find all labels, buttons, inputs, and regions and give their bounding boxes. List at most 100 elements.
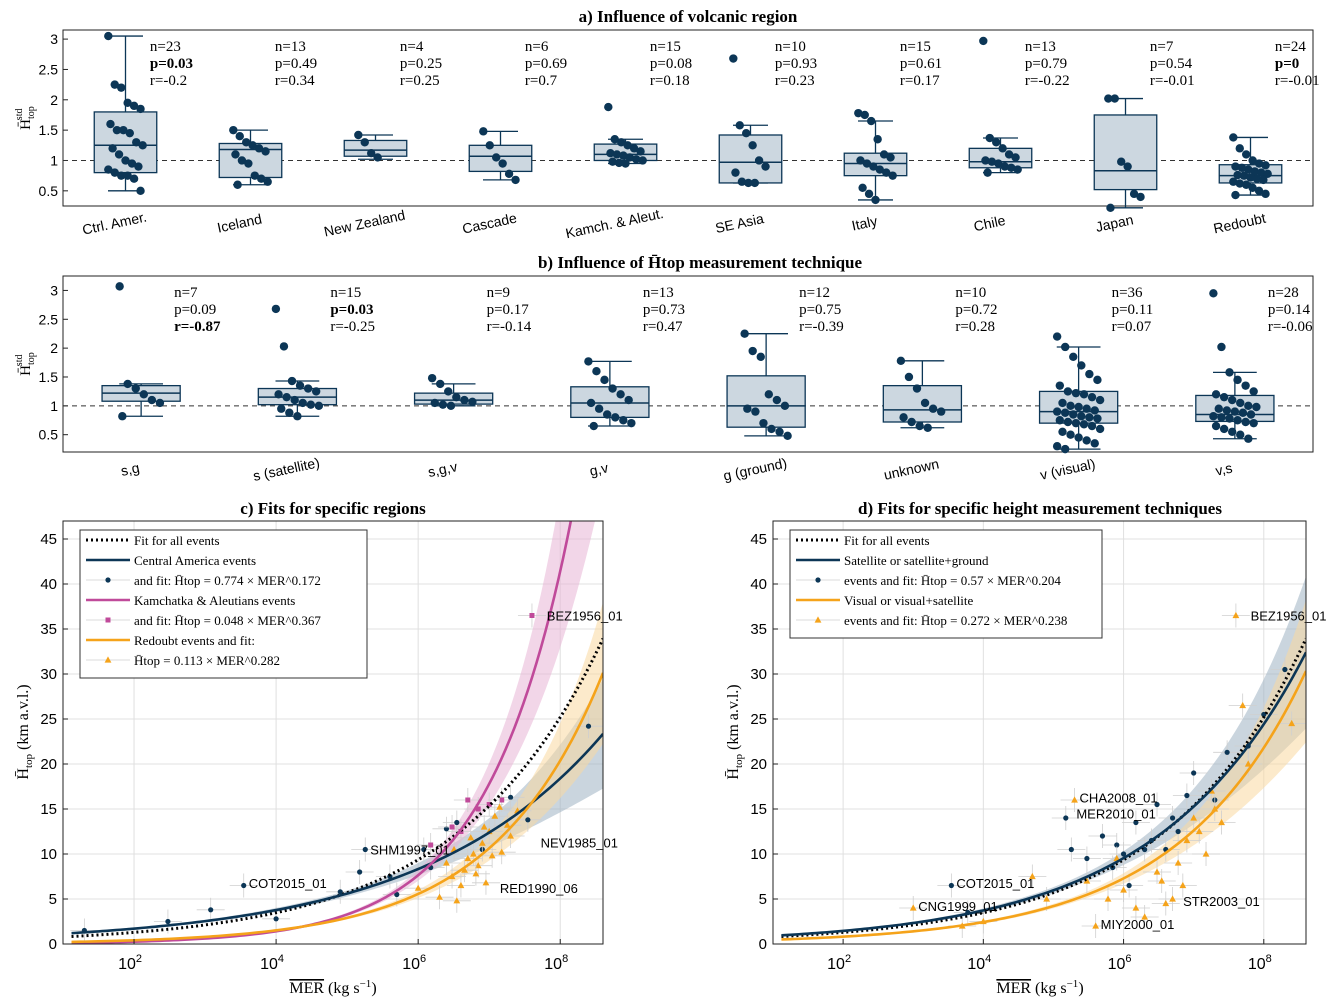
ytick-label: 40 xyxy=(40,576,57,593)
data-point xyxy=(748,346,757,356)
data-point xyxy=(879,150,889,159)
xtick-base: 10 xyxy=(1108,956,1126,973)
data-point xyxy=(987,157,997,166)
data-point xyxy=(780,401,790,411)
stat-p: p=0.93 xyxy=(775,56,817,72)
data-point xyxy=(1136,192,1145,202)
data-point xyxy=(1254,186,1264,196)
data-point xyxy=(485,141,494,150)
data-point xyxy=(1219,424,1229,434)
ytick-label: 2 xyxy=(50,340,58,356)
ytick-label: 0 xyxy=(49,936,57,953)
data-point xyxy=(293,412,302,421)
stat-n: n=13 xyxy=(1025,39,1056,55)
panel-d-frame xyxy=(772,520,1307,945)
stat-r: r=-0.2 xyxy=(150,73,187,89)
data-point-triangle xyxy=(1195,827,1203,835)
data-point xyxy=(274,390,283,399)
data-point xyxy=(751,407,760,416)
data-point-triangle xyxy=(814,616,822,623)
data-point xyxy=(584,357,593,366)
data-point xyxy=(498,159,507,168)
data-point-triangle xyxy=(464,854,472,862)
data-point xyxy=(114,150,124,159)
legend-label: events and fit: H̄top = 0.57 × MER^0.204 xyxy=(844,573,1061,588)
data-point xyxy=(1085,413,1094,422)
stat-p: p=0.08 xyxy=(650,56,692,72)
data-point xyxy=(775,427,784,437)
data-point xyxy=(1254,159,1264,168)
stat-p: p=0.03 xyxy=(150,56,193,72)
point-annotation: COT2015_01 xyxy=(249,876,327,891)
data-point-triangle xyxy=(1244,760,1252,767)
data-point xyxy=(1117,157,1126,166)
stat-r: r=-0.01 xyxy=(1275,73,1320,89)
data-point xyxy=(761,162,770,171)
data-point xyxy=(285,408,294,417)
box-iqr xyxy=(1093,114,1158,191)
data-point-dot xyxy=(815,577,821,583)
data-point xyxy=(231,150,240,159)
data-point xyxy=(1217,342,1226,352)
xtick-label: unknown xyxy=(882,455,940,482)
data-point xyxy=(856,156,865,165)
data-point-triangle xyxy=(1202,850,1210,857)
data-point xyxy=(1077,361,1086,370)
ytick-label: 3 xyxy=(50,31,58,47)
data-point xyxy=(621,159,630,168)
stat-n: n=4 xyxy=(400,39,424,55)
data-point-dot xyxy=(507,794,514,800)
data-point-triangle xyxy=(453,897,461,904)
data-point xyxy=(592,367,601,376)
data-point xyxy=(117,83,126,92)
data-point-triangle xyxy=(1239,701,1247,709)
data-point xyxy=(1257,168,1266,177)
data-point-dot xyxy=(1084,855,1090,862)
xtick-label: v,s xyxy=(1214,460,1234,479)
data-point xyxy=(1063,387,1073,396)
data-point xyxy=(1246,410,1256,419)
ytick-label: 20 xyxy=(750,756,767,773)
data-point xyxy=(233,180,242,189)
data-point xyxy=(1236,398,1245,408)
data-point-triangle xyxy=(1232,611,1240,619)
data-point xyxy=(282,392,291,402)
data-point xyxy=(1244,401,1253,411)
data-point xyxy=(882,168,891,177)
xtick-label: g,v xyxy=(588,459,610,479)
ytick-label: 1 xyxy=(50,398,58,414)
data-point xyxy=(1209,412,1218,421)
xtick-exp: 6 xyxy=(1125,953,1131,965)
data-point-triangle xyxy=(482,879,490,886)
stat-r: r=0.18 xyxy=(650,73,690,89)
panel-d-xticks: 102 104 106 108 xyxy=(827,939,1272,973)
data-point xyxy=(1052,407,1062,416)
point-annotation: CHA2008_01 xyxy=(1080,790,1158,805)
data-point xyxy=(479,127,488,136)
ytick-label: 0 xyxy=(759,936,767,953)
ytick-label: 15 xyxy=(40,801,57,818)
data-point xyxy=(1104,94,1113,103)
data-point xyxy=(1252,174,1262,183)
ytick-label: 2.5 xyxy=(39,311,59,327)
data-point-dot xyxy=(105,577,111,583)
data-point xyxy=(1060,342,1070,352)
panel-c-xticks: 102 104 106 108 xyxy=(118,939,568,973)
stat-n: n=13 xyxy=(643,285,674,301)
data-point xyxy=(1229,133,1238,142)
data-point xyxy=(907,417,916,427)
data-point xyxy=(1069,352,1078,361)
data-point-triangle xyxy=(488,852,496,859)
ytick-label: 1.5 xyxy=(39,369,59,385)
xtick-label: 108 xyxy=(1248,953,1272,973)
data-point xyxy=(629,144,639,153)
data-point xyxy=(1060,444,1070,454)
data-point-dot xyxy=(1282,666,1288,673)
data-point xyxy=(992,138,1001,147)
data-point xyxy=(979,36,988,46)
data-point-triangle xyxy=(1179,881,1187,889)
data-point xyxy=(123,98,132,108)
data-point xyxy=(1227,395,1237,405)
box-iqr xyxy=(726,375,806,428)
